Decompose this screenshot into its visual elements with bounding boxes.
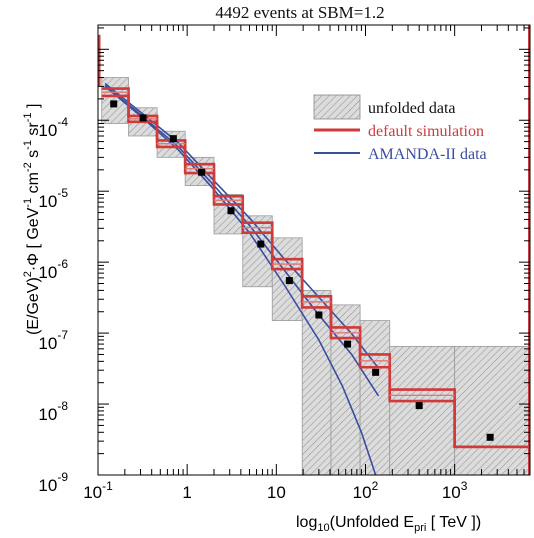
x-tick-label: 10-1 bbox=[83, 479, 113, 502]
amanda-line bbox=[104, 85, 377, 475]
x-tick-label: 103 bbox=[442, 479, 468, 502]
data-point bbox=[486, 433, 494, 441]
x-tick-label: 10 bbox=[267, 483, 286, 502]
data-point bbox=[198, 168, 206, 176]
x-tick-label: 1 bbox=[182, 483, 191, 502]
y-axis-label: (E/GeV)2·Φ [ GeV-1 cm-2 s-1 sr-1 ] bbox=[22, 104, 42, 335]
legend-unfolded-label: unfolded data bbox=[368, 100, 456, 117]
legend: unfolded data default simulation AMANDA-… bbox=[313, 94, 487, 163]
amanda-line bbox=[104, 84, 380, 397]
unfolded-box bbox=[330, 304, 361, 475]
chart-title: 4492 events at SBM=1.2 bbox=[215, 3, 384, 22]
y-tick-label: 10-9 bbox=[38, 470, 68, 495]
data-point bbox=[285, 277, 293, 285]
data-point bbox=[169, 135, 177, 143]
data-point bbox=[415, 402, 423, 410]
axes: 10-1 1 10 102 103 10-4 10-5 10-6 10-7 10-8 10-9 bbox=[38, 25, 531, 502]
y-tick-label: 10-5 bbox=[38, 186, 68, 211]
data-point bbox=[110, 100, 118, 108]
x-tick-label: 102 bbox=[353, 479, 379, 502]
data-point bbox=[372, 368, 380, 376]
legend-amanda-label: AMANDA-II data bbox=[368, 146, 487, 163]
unfolded-box bbox=[454, 345, 530, 475]
x-axis-label: log10(Unfolded Epri [ TeV ]) bbox=[296, 514, 481, 534]
y-tick-label: 10-7 bbox=[38, 328, 68, 353]
data-point bbox=[257, 240, 265, 248]
legend-unfolded-swatch bbox=[313, 94, 361, 120]
legend-simulation-label: default simulation bbox=[368, 123, 484, 140]
data-point bbox=[227, 207, 235, 215]
simulation-histogram bbox=[98, 25, 530, 475]
y-tick-label: 10-6 bbox=[38, 257, 68, 282]
data-point bbox=[139, 114, 147, 122]
data-points bbox=[110, 100, 494, 441]
unfolded-box bbox=[359, 320, 391, 475]
y-tick-label: 10-4 bbox=[38, 115, 68, 140]
data-point bbox=[344, 340, 352, 348]
plot-frame bbox=[97, 24, 531, 476]
y-tick-label: 10-8 bbox=[38, 399, 68, 424]
unfolded-box bbox=[389, 345, 456, 475]
data-point bbox=[315, 311, 323, 319]
